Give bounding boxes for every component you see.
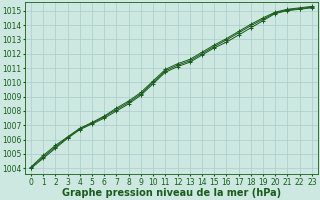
X-axis label: Graphe pression niveau de la mer (hPa): Graphe pression niveau de la mer (hPa) <box>62 188 281 198</box>
